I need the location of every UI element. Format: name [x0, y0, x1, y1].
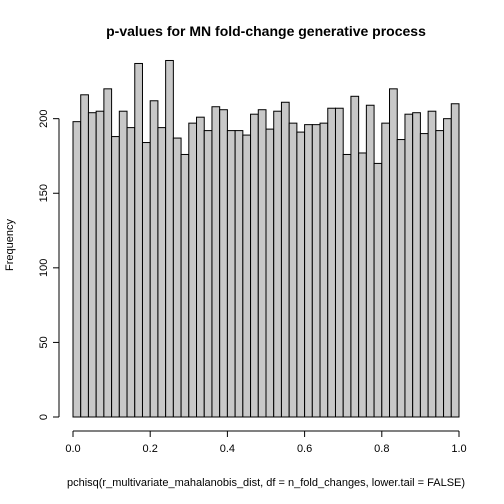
histogram-bar: [219, 109, 228, 418]
histogram-bar: [157, 127, 167, 418]
histogram-bar: [304, 124, 313, 418]
x-tick-label: 0.6: [297, 443, 312, 455]
histogram-bar: [396, 139, 406, 418]
histogram-bar: [72, 121, 82, 418]
x-tick-label: 0.8: [374, 443, 389, 455]
histogram-bar: [450, 103, 460, 418]
histogram-bar: [350, 95, 360, 418]
histogram-bar: [419, 133, 429, 418]
histogram-bar: [196, 116, 205, 418]
histogram-bar: [250, 113, 259, 418]
x-axis-label: pchisq(r_multivariate_mahalanobis_dist, …: [67, 477, 465, 489]
histogram-bar: [126, 127, 136, 418]
histogram-bar: [319, 122, 329, 418]
x-tick-label: 0.2: [143, 443, 158, 455]
y-axis: 0 50 100 150 200: [38, 109, 60, 420]
histogram-bar: [342, 153, 352, 418]
x-tick-label: 0.4: [220, 443, 235, 455]
histogram-bar: [149, 100, 159, 418]
x-axis: 0.0 0.2 0.4 0.6 0.8 1.0: [65, 430, 467, 455]
histogram-bar: [427, 110, 437, 418]
histogram-bar: [234, 130, 244, 418]
y-tick-label: 50: [38, 336, 50, 348]
histogram-bar: [134, 62, 143, 418]
histogram-bar: [87, 112, 97, 418]
histogram-bar: [296, 131, 306, 418]
histogram-bar: [327, 107, 336, 418]
histogram-bar: [118, 110, 128, 418]
y-tick-label: 100: [38, 259, 50, 277]
chart-title: p-values for MN fold-change generative p…: [106, 23, 426, 39]
histogram-bar: [373, 162, 383, 418]
y-axis-label: Frequency: [4, 219, 16, 271]
histogram-bar: [188, 122, 198, 418]
histogram-bar: [242, 134, 252, 418]
histogram-bar: [172, 137, 182, 418]
histogram-bar: [365, 104, 375, 418]
histogram-bar: [165, 59, 174, 418]
histogram-bar: [412, 112, 421, 418]
histogram-bar: [180, 153, 190, 418]
histogram-bar: [203, 130, 213, 418]
x-tick-label: 1.0: [451, 443, 466, 455]
histogram-bar: [435, 130, 445, 418]
histogram-bar: [226, 130, 236, 418]
histogram-bar: [141, 142, 151, 418]
histogram-bar: [80, 94, 89, 418]
histogram-bar: [280, 101, 290, 418]
histogram-bar: [443, 118, 452, 418]
histogram-bar: [358, 152, 367, 418]
histogram-bar: [211, 106, 221, 418]
histogram-bar: [334, 107, 344, 418]
histogram-bar: [111, 136, 120, 418]
histogram-bar: [288, 122, 298, 418]
histogram-bar: [389, 88, 398, 418]
y-tick-label: 200: [38, 109, 50, 127]
histogram-bar: [103, 88, 113, 418]
histogram-bar: [95, 110, 105, 418]
histogram-bar: [265, 128, 275, 418]
x-tick-label: 0.0: [65, 443, 80, 455]
histogram-bar: [404, 113, 414, 418]
y-tick-label: 150: [38, 184, 50, 202]
bars-group: [72, 59, 460, 418]
y-tick-label: 0: [38, 414, 50, 420]
histogram-bar: [311, 124, 321, 418]
histogram-bar: [257, 109, 267, 418]
histogram-bar: [381, 122, 391, 418]
histogram-bar: [273, 110, 282, 418]
